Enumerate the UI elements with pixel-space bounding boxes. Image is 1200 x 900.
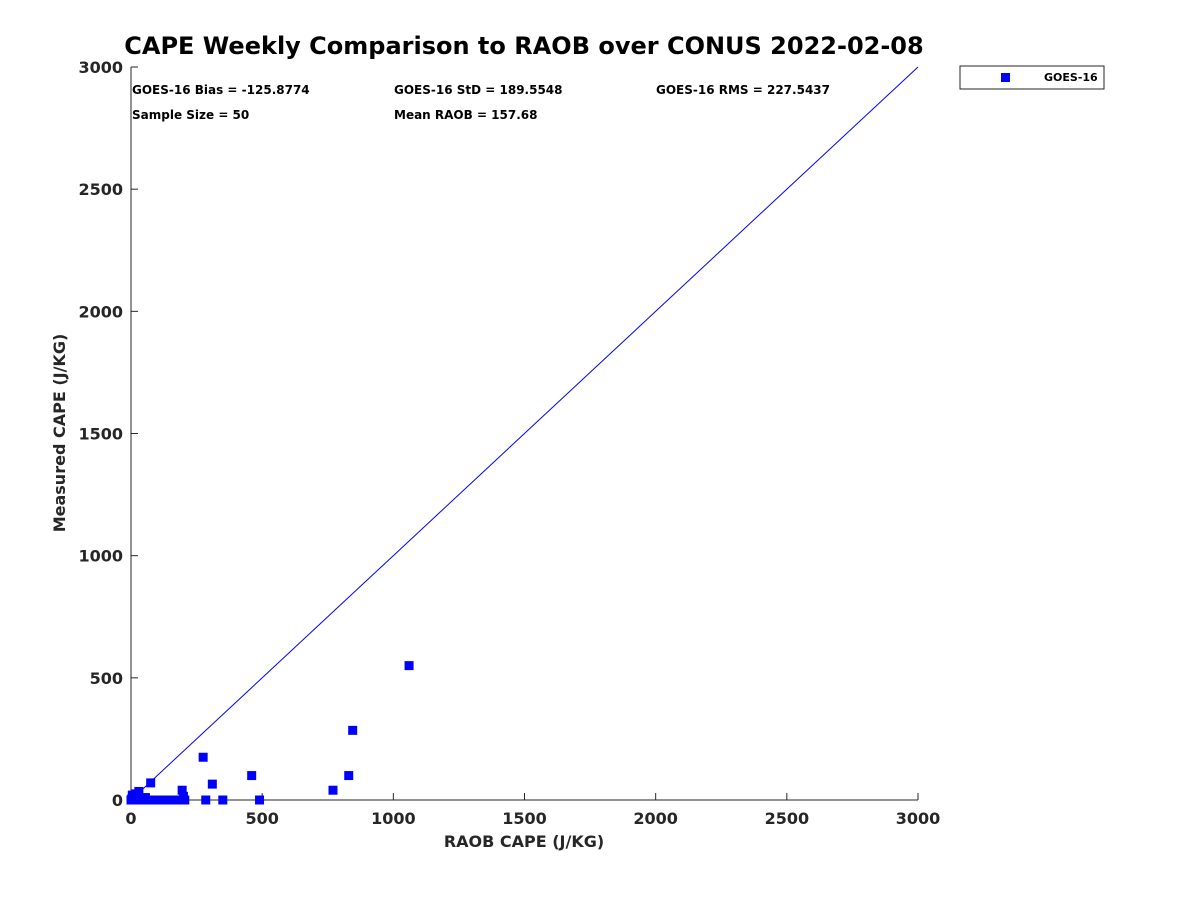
chart-title: CAPE Weekly Comparison to RAOB over CONU… <box>124 32 923 60</box>
stat-bias: GOES-16 Bias = -125.8774 <box>132 83 310 97</box>
data-point <box>180 795 190 805</box>
data-point <box>146 778 156 788</box>
stat-rms: GOES-16 RMS = 227.5437 <box>656 83 830 97</box>
x-tick-label: 3000 <box>896 809 941 828</box>
legend-marker-goes16 <box>1001 73 1010 82</box>
data-point <box>207 779 217 789</box>
y-tick-label: 2500 <box>78 180 123 199</box>
x-tick-label: 2000 <box>633 809 678 828</box>
stat-mean-raob: Mean RAOB = 157.68 <box>394 108 538 122</box>
x-tick-label: 500 <box>245 809 278 828</box>
legend-label-goes16: GOES-16 <box>1044 71 1098 84</box>
data-point <box>344 771 354 781</box>
one-to-one-reference-line <box>130 66 919 801</box>
data-points <box>126 661 414 805</box>
y-tick-label: 1000 <box>78 547 123 566</box>
data-point <box>201 795 211 805</box>
data-point <box>173 795 183 805</box>
axis-ticks: 0 500 1000 1500 2000 2500 3000 0 500 1000 1500 2000… <box>78 58 940 828</box>
stat-sample-size: Sample Size = 50 <box>132 108 249 122</box>
data-point <box>255 795 265 805</box>
legend: GOES-16 <box>959 65 1105 90</box>
x-tick-label: 2500 <box>765 809 810 828</box>
y-tick-label: 0 <box>112 791 123 810</box>
y-tick-label: 3000 <box>78 58 123 77</box>
data-point <box>134 786 144 796</box>
data-point <box>143 795 153 805</box>
y-tick-label: 1500 <box>78 425 123 444</box>
y-tick-label: 2000 <box>78 302 123 321</box>
data-point <box>218 795 228 805</box>
y-tick-label: 500 <box>90 669 123 688</box>
data-point <box>328 785 338 795</box>
y-axis-label: Measured CAPE (J/KG) <box>50 334 69 533</box>
data-point <box>247 771 257 781</box>
reference-line-group <box>130 66 919 801</box>
x-tick-label: 0 <box>125 809 136 828</box>
data-point <box>348 725 358 735</box>
data-point <box>177 785 187 795</box>
data-point <box>198 752 208 762</box>
x-tick-label: 1000 <box>371 809 416 828</box>
stat-std: GOES-16 StD = 189.5548 <box>394 83 563 97</box>
x-tick-label: 1500 <box>502 809 547 828</box>
x-axis-label: RAOB CAPE (J/KG) <box>444 832 604 851</box>
legend-box <box>959 65 1105 90</box>
data-point <box>404 661 414 671</box>
